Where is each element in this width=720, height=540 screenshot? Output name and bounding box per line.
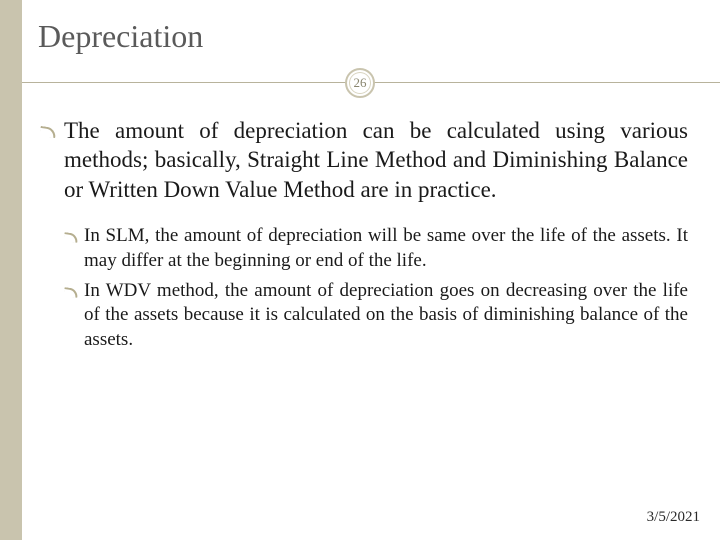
slide: Depreciation 26 The amount of depreciati… bbox=[0, 0, 720, 540]
page-number-badge: 26 bbox=[345, 68, 375, 98]
sub-bullet-list: In SLM, the amount of depreciation will … bbox=[40, 224, 688, 352]
slide-date: 3/5/2021 bbox=[647, 509, 700, 526]
sub-bullet-item: In SLM, the amount of depreciation will … bbox=[64, 224, 688, 273]
main-bullet: The amount of depreciation can be calcul… bbox=[40, 116, 688, 204]
page-number: 26 bbox=[354, 75, 367, 91]
slide-title: Depreciation bbox=[38, 18, 203, 55]
left-accent-bar bbox=[0, 0, 22, 540]
sub-bullet-item: In WDV method, the amount of depreciatio… bbox=[64, 279, 688, 352]
content-area: The amount of depreciation can be calcul… bbox=[40, 116, 688, 358]
